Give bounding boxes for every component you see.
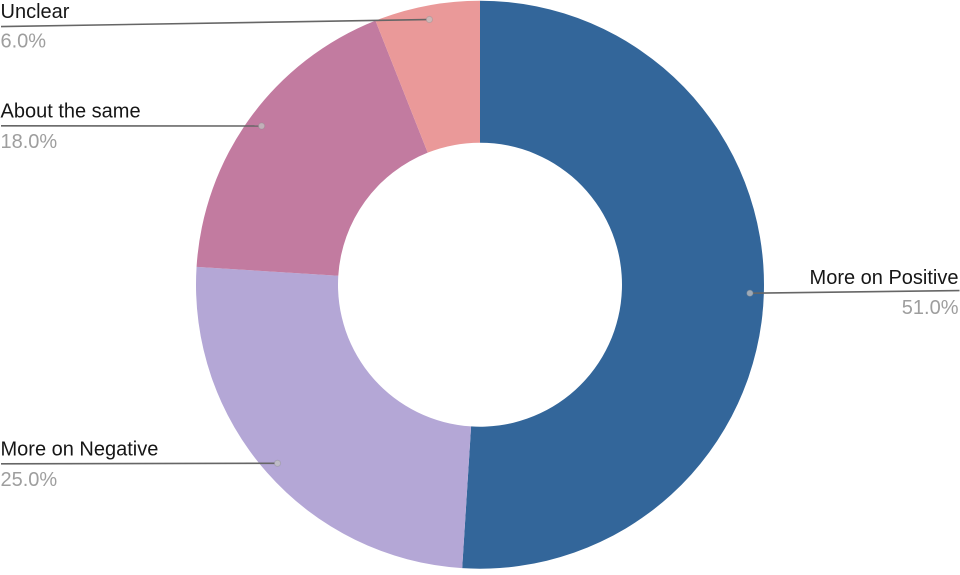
svg-text:6.0%: 6.0% [1,31,47,53]
svg-text:18.0%: 18.0% [1,131,58,153]
svg-text:More on Positive: More on Positive [810,267,959,289]
svg-text:More on Negative: More on Negative [1,438,159,460]
svg-text:25.0%: 25.0% [1,469,58,491]
svg-text:Unclear: Unclear [1,1,70,23]
svg-text:51.0%: 51.0% [902,297,959,319]
svg-text:About the same: About the same [1,101,141,123]
